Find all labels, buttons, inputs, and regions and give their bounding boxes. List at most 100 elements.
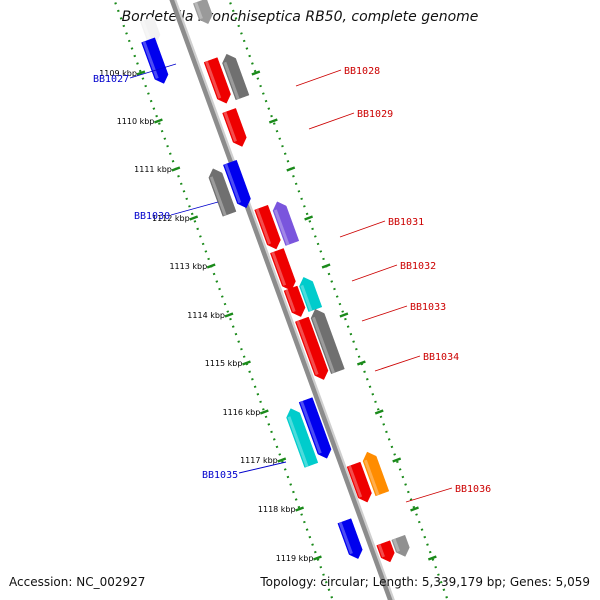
- ruler-tick-label: 1111 kbp: [134, 165, 172, 174]
- ruler-tick-label: 1119 kbp: [276, 554, 314, 563]
- ruler-tick: [313, 555, 322, 561]
- gene-feature-bb1030b: [223, 159, 251, 209]
- gene-label-bb1031: BB1031: [388, 217, 424, 228]
- leader-bb1030: [170, 201, 219, 216]
- ruler-tick: [136, 70, 146, 76]
- leader-bb1034: [374, 355, 421, 372]
- gene-feature-bb1033a: [283, 285, 306, 317]
- ruler-tick-label: 1110 kbp: [117, 117, 155, 126]
- ruler-tick-label: 1118 kbp: [258, 505, 296, 514]
- ruler-tick-label: 1112 kbp: [152, 214, 190, 223]
- gene-feature-bb1031a-highlight: [255, 208, 272, 245]
- gene-feature-bottom-grey: [391, 534, 410, 557]
- gene-feature-bottom-grey-highlight: [392, 538, 400, 552]
- gene-label-bb1029: BB1029: [357, 109, 393, 120]
- gene-feature-bb1029: [222, 108, 247, 147]
- gene-feature-bb1028b: [222, 53, 250, 101]
- gene-feature-bb1033a-highlight: [284, 289, 296, 313]
- gene-label-bb1030: BB1030: [134, 211, 170, 222]
- gene-feature-bb1032: [270, 248, 296, 291]
- leader-bb1036: [405, 487, 453, 503]
- gene-label-bb1028: BB1028: [344, 66, 380, 77]
- gene-feature-bb1028b-highlight: [223, 61, 240, 100]
- ruler-tick: [277, 457, 287, 463]
- ruler-tick-labels: 1109 kbp 1110 kbp 1111 kbp 1112 kbp 1113 kbp…: [99, 69, 313, 563]
- ruler-tick-label: 1113 kbp: [169, 262, 207, 271]
- gene-feature-bb1031b-body: [272, 201, 300, 246]
- gene-feature-bb1035a-highlight: [287, 416, 309, 468]
- leader-bb1029: [308, 112, 355, 130]
- ruler-tick: [153, 118, 163, 124]
- gene-feature-bb1036a: [346, 461, 372, 503]
- gene-feature-bb1034b: [310, 308, 345, 375]
- gene-feature-bb1035b-highlight: [300, 401, 322, 454]
- leader-bb1035: [238, 461, 287, 474]
- genome-summary: Topology: circular; Length: 5,339,179 bp…: [260, 575, 590, 589]
- ruler-tick-label: 1114 kbp: [187, 311, 225, 320]
- gene-feature-top-faint: [140, 16, 161, 45]
- gene-feature-bb1029-highlight: [223, 111, 237, 142]
- gene-feature-bb1031a: [254, 204, 281, 250]
- gene-feature-bb1036b-body: [362, 451, 390, 497]
- gene-feature-bb1033b-body: [299, 276, 323, 312]
- ruler-tick-label: 1117 kbp: [240, 456, 278, 465]
- leader-bb1028: [295, 69, 342, 87]
- gene-feature-bb1030a-highlight: [209, 176, 227, 216]
- ruler-tick: [242, 360, 251, 366]
- gene-feature-bb1032-highlight: [271, 251, 287, 286]
- ruler-tick: [171, 166, 181, 172]
- leader-bb1027: [129, 63, 177, 79]
- backbone-line: [169, 0, 393, 600]
- gene-feature-bb1034b-highlight: [311, 316, 335, 374]
- ruler-tick: [304, 215, 314, 221]
- gene-features: [140, 0, 410, 563]
- ruler-ticks: [136, 70, 437, 561]
- gene-feature-bottom-red-highlight: [377, 544, 385, 558]
- ruler-tick: [392, 457, 402, 463]
- gene-feature-bb1030a-body: [208, 168, 237, 217]
- leader-bb1032: [351, 264, 398, 282]
- gene-label-bb1032: BB1032: [400, 261, 436, 272]
- ruler-tick: [295, 506, 305, 512]
- ruler-tick: [321, 263, 331, 269]
- gene-label-leaders: [129, 63, 453, 503]
- leader-bb1031: [339, 220, 386, 238]
- gene-label-bb1036: BB1036: [455, 484, 491, 495]
- gene-feature-bb1033b: [299, 276, 323, 312]
- ruler-tick: [410, 506, 419, 512]
- ruler-tick: [268, 118, 278, 124]
- gene-feature-bb1035a-body: [286, 408, 319, 468]
- gene-feature-bb1028a: [203, 57, 231, 104]
- leader-bb1033: [361, 305, 408, 322]
- gene-feature-top-grey-highlight: [194, 2, 203, 20]
- genome-backbone: [169, 0, 395, 600]
- gene-label-bb1035: BB1035: [202, 470, 238, 481]
- ruler-tick: [339, 312, 349, 318]
- gene-feature-bb1028b-body: [222, 53, 250, 101]
- ruler-tick: [251, 70, 261, 76]
- ruler-tick: [427, 555, 437, 561]
- gene-feature-bb1036b: [362, 451, 390, 497]
- ruler-tick: [189, 215, 199, 221]
- gene-feature-bb1035a: [286, 408, 319, 468]
- gene-feature-bottom-blue: [337, 518, 363, 559]
- ruler-tick-label: 1115 kbp: [205, 359, 243, 368]
- ruler-tick: [286, 166, 296, 172]
- gene-label-bb1033: BB1033: [410, 302, 446, 313]
- gene-feature-bb1031b-highlight: [273, 209, 290, 246]
- ruler-tick: [259, 409, 269, 415]
- gene-feature-bb1035b: [298, 397, 332, 459]
- gene-feature-bb1027: [141, 37, 169, 84]
- gene-feature-top-grey: [193, 0, 213, 25]
- gene-feature-bb1036b-highlight: [363, 459, 380, 496]
- gene-feature-bb1027-highlight: [142, 41, 159, 79]
- gene-feature-bb1034a-highlight: [296, 320, 319, 376]
- gene-feature-bb1031b: [272, 201, 300, 246]
- accession-text: Accession: NC_002927: [9, 575, 146, 589]
- gene-feature-bb1030a: [208, 168, 237, 217]
- gene-feature-bb1034a: [295, 316, 329, 380]
- gene-feature-bottom-red: [376, 540, 395, 563]
- gene-feature-bb1036a-highlight: [348, 465, 363, 498]
- gene-feature-bb1034b-body: [310, 308, 345, 375]
